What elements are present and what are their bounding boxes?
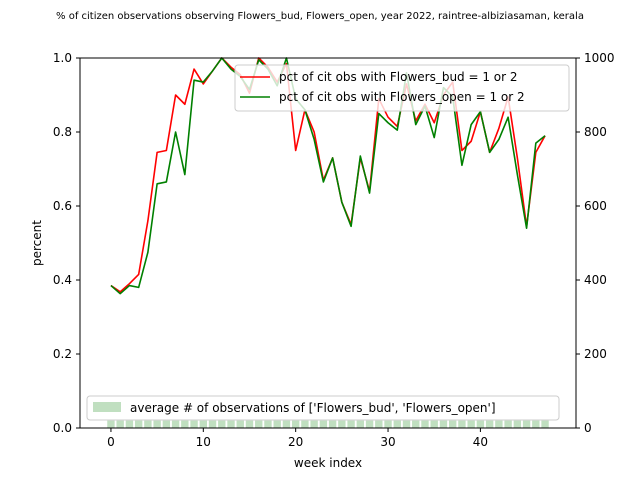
obs-bar-week-25 bbox=[338, 420, 346, 428]
y-tick-label-2: 0.4 bbox=[53, 273, 72, 287]
obs-bar-week-27 bbox=[356, 420, 365, 428]
y2-tick-label-400: 400 bbox=[584, 273, 607, 287]
legend-top-box bbox=[234, 64, 570, 112]
obs-bar-week-4 bbox=[144, 420, 152, 428]
obs-bar-week-26 bbox=[347, 420, 355, 428]
obs-bar-week-7 bbox=[171, 420, 180, 428]
obs-bar-week-46 bbox=[532, 420, 540, 428]
obs-bar-week-6 bbox=[162, 420, 171, 428]
obs-bar-week-2 bbox=[125, 420, 134, 428]
y-tick-label-4: 0.8 bbox=[53, 125, 72, 139]
obs-bar-week-34 bbox=[421, 420, 429, 428]
y-tick-label-3: 0.6 bbox=[53, 199, 72, 213]
obs-bar-week-15 bbox=[245, 420, 254, 428]
y-tick-label-5: 1.0 bbox=[53, 51, 72, 65]
obs-bar-week-24 bbox=[328, 420, 337, 428]
obs-bar-week-40 bbox=[476, 420, 485, 428]
x-axis-label: week index bbox=[294, 456, 362, 470]
obs-bar-week-21 bbox=[301, 420, 309, 428]
obs-bar-week-22 bbox=[310, 420, 318, 428]
y2-tick-label-1000: 1000 bbox=[584, 51, 615, 65]
obs-bar-week-8 bbox=[181, 420, 189, 428]
obs-bar-week-44 bbox=[513, 420, 522, 428]
obs-bar-week-33 bbox=[412, 420, 420, 428]
y2-tick-label-200: 200 bbox=[584, 347, 607, 361]
obs-bar-week-36 bbox=[439, 420, 448, 428]
obs-bar-week-3 bbox=[134, 420, 143, 428]
series-line-flowers-open bbox=[110, 57, 546, 295]
observation-bars bbox=[107, 420, 549, 428]
obs-bar-week-43 bbox=[504, 420, 512, 428]
y-tick-label-0: 0.0 bbox=[53, 421, 72, 435]
legend-bars-swatch bbox=[93, 402, 121, 412]
obs-bar-week-29 bbox=[375, 420, 383, 428]
x-tick-label-30: 30 bbox=[380, 435, 395, 449]
obs-bar-week-31 bbox=[393, 420, 401, 428]
obs-bar-week-11 bbox=[208, 420, 217, 428]
legend-open-label: pct of cit obs with Flowers_open = 1 or … bbox=[279, 90, 525, 104]
y2-tick-label-600: 600 bbox=[584, 199, 607, 213]
plot-frame bbox=[79, 57, 577, 429]
obs-bar-week-28 bbox=[365, 420, 374, 428]
obs-bar-week-23 bbox=[319, 420, 328, 428]
obs-bar-week-35 bbox=[430, 420, 438, 428]
legend-top: pct of cit obs with Flowers_bud = 1 or 2… bbox=[234, 64, 570, 112]
obs-bar-week-30 bbox=[384, 420, 392, 428]
x-tick-label-40: 40 bbox=[473, 435, 488, 449]
x-tick-label-10: 10 bbox=[196, 435, 211, 449]
obs-bar-week-20 bbox=[291, 420, 300, 428]
obs-bar-week-47 bbox=[541, 420, 549, 428]
obs-bar-week-5 bbox=[153, 420, 161, 428]
y2-tick-label-0: 0 bbox=[584, 421, 592, 435]
y-axis: 0.0 0.2 0.4 0.6 0.8 1.0 bbox=[53, 51, 80, 435]
legend-bud-label: pct of cit obs with Flowers_bud = 1 or 2 bbox=[279, 70, 518, 84]
chart-title: % of citizen observations observing Flow… bbox=[56, 11, 584, 22]
legend-bottom: average # of observations of ['Flowers_b… bbox=[86, 395, 560, 421]
y2-tick-label-800: 800 bbox=[584, 125, 607, 139]
obs-bar-week-10 bbox=[199, 420, 208, 428]
obs-bar-week-41 bbox=[485, 420, 494, 428]
obs-bar-week-1 bbox=[116, 420, 124, 428]
obs-bar-week-13 bbox=[227, 420, 235, 428]
legend-bottom-box bbox=[86, 395, 560, 421]
y-axis-label: percent bbox=[30, 220, 44, 266]
obs-bar-week-14 bbox=[236, 420, 244, 428]
obs-bar-week-19 bbox=[282, 420, 291, 428]
obs-bar-week-9 bbox=[190, 420, 198, 428]
obs-bar-week-42 bbox=[495, 420, 503, 428]
y-tick-label-1: 0.2 bbox=[53, 347, 72, 361]
obs-bar-week-0 bbox=[107, 420, 115, 428]
obs-bar-week-18 bbox=[273, 420, 281, 428]
obs-bar-week-39 bbox=[467, 420, 475, 428]
obs-bar-week-38 bbox=[458, 420, 466, 428]
obs-bar-week-32 bbox=[402, 420, 411, 428]
x-axis: 0 10 20 30 40 bbox=[107, 428, 488, 449]
obs-bar-week-45 bbox=[522, 420, 531, 428]
obs-bar-week-12 bbox=[218, 420, 226, 428]
y2-axis: 0 200 400 600 800 1000 bbox=[576, 51, 615, 435]
legend-bars-label: average # of observations of ['Flowers_b… bbox=[130, 401, 496, 415]
obs-bar-week-17 bbox=[264, 420, 272, 428]
x-tick-label-0: 0 bbox=[107, 435, 115, 449]
series-lines bbox=[110, 57, 546, 295]
x-tick-label-20: 20 bbox=[288, 435, 303, 449]
obs-bar-week-37 bbox=[448, 420, 457, 428]
obs-bar-week-16 bbox=[255, 420, 263, 428]
